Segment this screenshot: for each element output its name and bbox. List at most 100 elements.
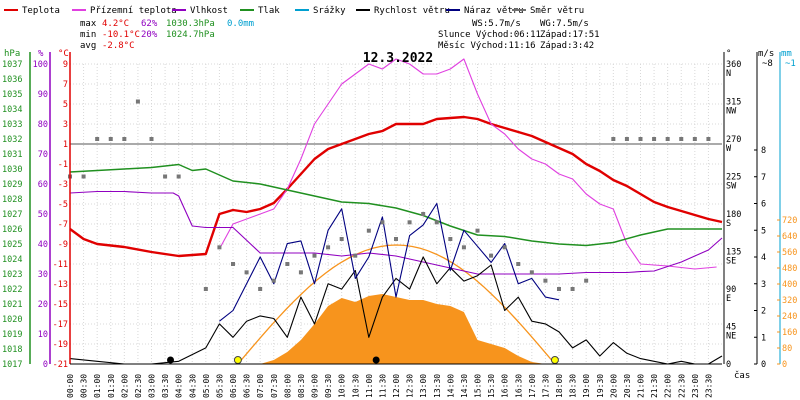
legend-label: Vlhkost bbox=[190, 6, 228, 16]
dir-tick: 225 bbox=[726, 173, 741, 183]
ms-tick: 7 bbox=[761, 173, 766, 183]
x-tick: 22:00 bbox=[664, 374, 673, 398]
wind-direction-point bbox=[149, 137, 154, 141]
rad-tick: 400 bbox=[782, 280, 797, 290]
wind-direction-point bbox=[652, 137, 657, 141]
dir-letter: S bbox=[726, 219, 731, 229]
wind-direction-point bbox=[502, 245, 507, 250]
wind-direction-point bbox=[163, 174, 168, 179]
c-tick: 1 bbox=[63, 140, 68, 150]
wind-direction-point bbox=[231, 262, 235, 266]
ms-tick: 8 bbox=[761, 146, 766, 156]
wind-direction-point bbox=[624, 137, 629, 141]
wind-direction-point bbox=[665, 137, 670, 141]
x-tick: 01:30 bbox=[107, 374, 116, 398]
axis-title-deg: ° bbox=[726, 49, 731, 59]
wind-direction-point bbox=[543, 278, 548, 283]
dir-tick: 270 bbox=[726, 135, 741, 145]
wind-direction-point bbox=[81, 174, 86, 179]
wind-direction-point bbox=[135, 99, 140, 104]
x-tick: 23:30 bbox=[704, 374, 713, 398]
stat-max-press: 1030.3hPa bbox=[166, 19, 215, 29]
rad-tick: 320 bbox=[782, 296, 797, 306]
wind-direction-point bbox=[434, 220, 439, 225]
x-tick: 09:00 bbox=[311, 374, 320, 398]
axis-title-hpa: hPa bbox=[4, 49, 20, 59]
x-tick: 19:00 bbox=[582, 374, 591, 398]
x-tick: 02:30 bbox=[134, 374, 143, 398]
legend-label: Rychlost větru bbox=[374, 6, 450, 16]
wind-direction-point bbox=[122, 137, 127, 141]
legend-label: Směr větru bbox=[530, 6, 584, 16]
hpa-tick: 1024 bbox=[2, 255, 22, 265]
x-tick: 20:30 bbox=[623, 374, 632, 398]
x-tick: 19:30 bbox=[596, 374, 605, 398]
wind-direction-point bbox=[271, 278, 276, 283]
x-tick: 15:30 bbox=[487, 374, 496, 398]
x-tick: 02:00 bbox=[120, 374, 129, 398]
c-tick: -11 bbox=[53, 260, 68, 270]
wind-direction-point bbox=[380, 220, 385, 225]
info-wg: WG:7.5m/s bbox=[540, 19, 589, 29]
c-tick: -5 bbox=[58, 200, 68, 210]
x-tick: 13:00 bbox=[419, 374, 428, 398]
axis-ms-top: ~8 bbox=[762, 59, 773, 69]
rad-tick: 240 bbox=[782, 312, 797, 322]
c-tick: -1 bbox=[58, 160, 68, 170]
pct-tick: 20 bbox=[38, 300, 48, 310]
x-tick: 03:30 bbox=[161, 374, 170, 398]
c-tick: -3 bbox=[58, 180, 68, 190]
hpa-tick: 1023 bbox=[2, 270, 22, 280]
wind-direction-point bbox=[448, 237, 453, 241]
x-tick: 18:00 bbox=[555, 374, 564, 398]
ms-tick: 5 bbox=[761, 226, 766, 236]
x-tick: 04:30 bbox=[188, 374, 197, 398]
hpa-tick: 1026 bbox=[2, 225, 22, 235]
dir-tick: 45 bbox=[726, 323, 736, 333]
c-tick: -7 bbox=[58, 220, 68, 230]
hpa-tick: 1021 bbox=[2, 300, 22, 310]
rad-tick: 720 bbox=[782, 216, 797, 226]
pct-tick: 30 bbox=[38, 270, 48, 280]
pct-tick: 10 bbox=[38, 330, 48, 340]
hpa-tick: 1018 bbox=[2, 345, 22, 355]
axis-mm-top: ~1 bbox=[785, 59, 796, 69]
rad-tick: 640 bbox=[782, 232, 797, 242]
c-tick: 5 bbox=[63, 100, 68, 110]
wind-direction-point bbox=[489, 253, 494, 258]
wind-direction-point bbox=[679, 137, 684, 141]
x-tick: 11:30 bbox=[378, 374, 387, 398]
stat-min-label: min bbox=[80, 30, 96, 40]
stat-avg-label: avg bbox=[80, 41, 96, 51]
x-tick: 00:30 bbox=[80, 374, 89, 398]
pct-tick: 60 bbox=[38, 180, 48, 190]
x-tick: 14:00 bbox=[446, 374, 455, 398]
sunrise-icon bbox=[233, 356, 242, 364]
x-tick: 12:00 bbox=[392, 374, 401, 398]
x-tick: 05:30 bbox=[215, 374, 224, 398]
x-tick: 18:30 bbox=[569, 374, 578, 398]
x-tick: 17:30 bbox=[541, 374, 550, 398]
x-tick: 00:00 bbox=[66, 374, 75, 398]
solar-radiation-area bbox=[237, 244, 556, 365]
x-tick: 20:00 bbox=[609, 374, 618, 398]
x-tick: 17:00 bbox=[528, 374, 537, 398]
wind-direction-point bbox=[461, 245, 466, 250]
wind-direction-point bbox=[339, 237, 344, 241]
series-tlak bbox=[69, 163, 722, 247]
wind-direction-point bbox=[407, 220, 412, 225]
info-moonset: Západ:3:42 bbox=[540, 41, 594, 51]
c-tick: -15 bbox=[53, 300, 68, 310]
hpa-tick: 1027 bbox=[2, 210, 22, 220]
x-tick: 16:30 bbox=[514, 374, 523, 398]
x-tick: 10:30 bbox=[351, 374, 360, 398]
dir-tick: 315 bbox=[726, 98, 741, 108]
x-tick: 07:30 bbox=[270, 374, 279, 398]
wind-direction-point bbox=[176, 174, 181, 179]
dir-tick: 0 bbox=[726, 360, 731, 370]
info-moon: Měsíc Východ:11:16 bbox=[438, 41, 536, 51]
wind-direction-point bbox=[217, 245, 222, 250]
rad-tick: 480 bbox=[782, 264, 797, 274]
solar-radiation-fill bbox=[238, 294, 546, 364]
info-sunset: Západ:17:51 bbox=[540, 30, 600, 40]
